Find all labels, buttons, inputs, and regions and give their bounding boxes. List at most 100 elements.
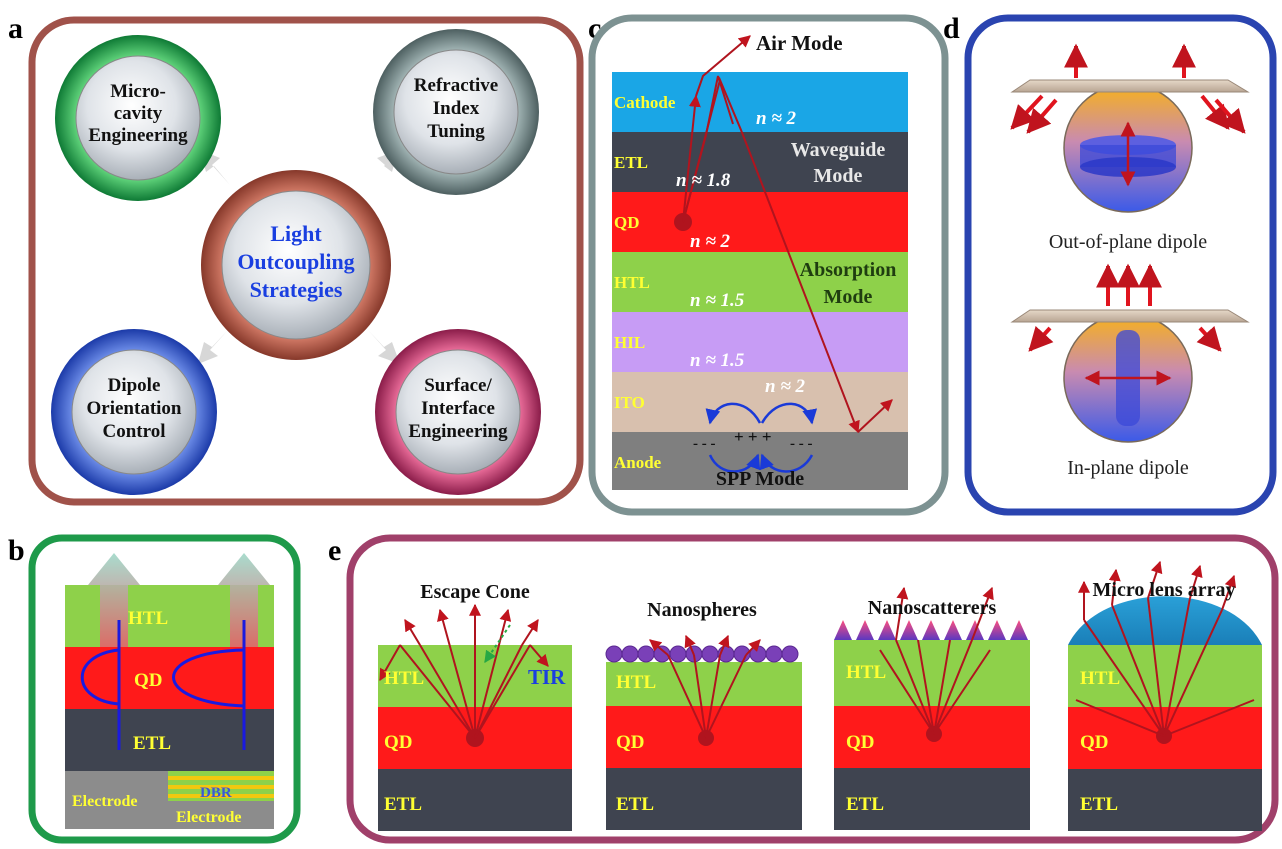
refractive-label-3: Tuning [427, 121, 485, 142]
center-label-1: Light [270, 221, 322, 246]
c-cathode-layer [612, 72, 908, 132]
c-index-ito: n ≈ 2 [765, 376, 805, 397]
b-etl-layer [65, 709, 274, 771]
d-emission-arrows-bottom [1028, 263, 1222, 352]
c-etl-layer [612, 132, 908, 192]
c-spp-mode-label: SPP Mode [716, 468, 804, 490]
c-rays [682, 35, 893, 434]
microcavity-label-1: Micro- [110, 81, 166, 102]
panel-d-frame [964, 14, 1277, 516]
d-out-of-plane-label: Out-of-plane dipole [1049, 231, 1207, 253]
panel-d: d Out-of-plane dipole In-pla [943, 12, 1277, 516]
dipole-label-3: Control [103, 421, 166, 442]
panel-b: b HTL QD ETL Electrode DBR Electrode [8, 534, 301, 844]
c-qd-layer [612, 192, 908, 252]
b-electrode-left [65, 771, 168, 829]
e-stack-nanoscatterers: Nanoscatterers HTL QD ETL [834, 586, 1030, 830]
b-fat-arrow-left [88, 553, 140, 647]
e-stack-escape-cone: Escape Cone TIR HTL QD ETL [378, 581, 572, 831]
e1-htl-label: HTL [384, 668, 424, 689]
e3-qd-label: QD [846, 732, 875, 753]
d-in-plane-label: In-plane dipole [1067, 457, 1189, 479]
surface-label-3: Engineering [408, 421, 508, 442]
e3-htl-label: HTL [846, 662, 886, 683]
dipole-label-2: Orientation [87, 398, 182, 419]
b-fat-arrow-right [218, 553, 270, 647]
c-charges-left: - - - [693, 436, 716, 452]
e-nanoscatterer-row [834, 620, 1028, 640]
center-label-2: Outcoupling [237, 249, 354, 274]
c-index-cathode: n ≈ 2 [756, 108, 796, 129]
e-nanoscatterers-label: Nanoscatterers [868, 597, 997, 619]
c-index-htl: n ≈ 1.5 [690, 290, 745, 311]
c-cathode-label: Cathode [614, 93, 676, 112]
c-anode-label: Anode [614, 453, 662, 472]
surface-label-1: Surface/ [424, 375, 492, 396]
b-field-profile-left [80, 648, 120, 706]
b-field-profile-right [172, 648, 245, 708]
b-etl-label: ETL [133, 733, 171, 754]
d-plate-top [1010, 79, 1250, 93]
c-qd-label: QD [614, 213, 640, 232]
microcavity-circle: Micro- cavity Engineering [55, 35, 221, 201]
e3-etl-label: ETL [846, 794, 884, 815]
center-label-3: Strategies [250, 277, 343, 302]
c-ito-label: ITO [614, 393, 645, 412]
panel-a: a Micro- cavity Engineering Refractive I… [8, 12, 584, 506]
c-index-hil: n ≈ 1.5 [690, 350, 745, 371]
e4-qd-label: QD [1080, 732, 1109, 753]
panel-c-frame [588, 14, 949, 516]
dipole-circle: Dipole Orientation Control [51, 329, 217, 495]
b-electrode-left-label: Electrode [72, 793, 137, 810]
microcavity-label-2: cavity [114, 103, 163, 124]
b-qd-label: QD [134, 670, 163, 691]
e4-etl-label: ETL [1080, 794, 1118, 815]
c-index-qd: n ≈ 2 [690, 231, 730, 252]
e2-htl-label: HTL [616, 672, 656, 693]
e1-qd-label: QD [384, 732, 413, 753]
e-stack-micro-lens: Micro lens array HTL QD ETL [1068, 560, 1262, 831]
c-waveguide-label-2: Mode [814, 165, 863, 187]
panel-e-frame [346, 534, 1279, 844]
e1-etl-label: ETL [384, 794, 422, 815]
refractive-circle: Refractive Index Tuning [373, 29, 539, 195]
e4-htl-label: HTL [1080, 668, 1120, 689]
panel-b-frame [28, 534, 301, 844]
panel-c: c Air Mode - - - + + + - - - [588, 12, 949, 516]
center-circle: Light Outcoupling Strategies [201, 170, 391, 360]
b-htl-label: HTL [128, 608, 168, 629]
d-plate-bottom [1010, 309, 1250, 323]
c-spp-field-lines [705, 402, 818, 473]
c-index-etl: n ≈ 1.8 [676, 170, 731, 191]
panel-e: e Escape Cone TIR [328, 534, 1279, 844]
c-hil-layer [612, 312, 908, 372]
c-hil-label: HIL [614, 333, 645, 352]
refractive-label-2: Index [433, 98, 480, 119]
panel-label-e: e [328, 534, 341, 567]
b-dbr-label: DBR [200, 785, 232, 801]
c-htl-layer [612, 252, 908, 312]
panel-label-a: a [8, 12, 23, 45]
c-air-mode-label: Air Mode [756, 31, 843, 55]
panel-label-d: d [943, 12, 960, 45]
e-micro-lens-label: Micro lens array [1093, 579, 1236, 601]
e-nanospheres-row [605, 645, 799, 663]
e-micro-lens [1068, 596, 1262, 645]
e2-qd-label: QD [616, 732, 645, 753]
e-tir-label: TIR [528, 665, 566, 689]
microcavity-label-3: Engineering [88, 125, 188, 146]
c-absorption-label-2: Mode [824, 286, 873, 308]
c-etl-label: ETL [614, 153, 648, 172]
panel-label-b: b [8, 534, 25, 567]
e-nanospheres-label: Nanospheres [647, 599, 757, 621]
e-escape-cone-label: Escape Cone [420, 581, 530, 603]
c-absorption-label-1: Absorption [800, 259, 897, 281]
surface-circle: Surface/ Interface Engineering [375, 329, 541, 495]
surface-label-2: Interface [421, 398, 495, 419]
panel-a-frame [28, 16, 584, 506]
e-stack-nanospheres: Nanospheres HTL QD ETL [605, 599, 802, 830]
c-waveguide-label-1: Waveguide [791, 139, 886, 161]
c-charges-mid: + + + [734, 427, 772, 446]
d-emission-arrows-top [1010, 43, 1246, 134]
